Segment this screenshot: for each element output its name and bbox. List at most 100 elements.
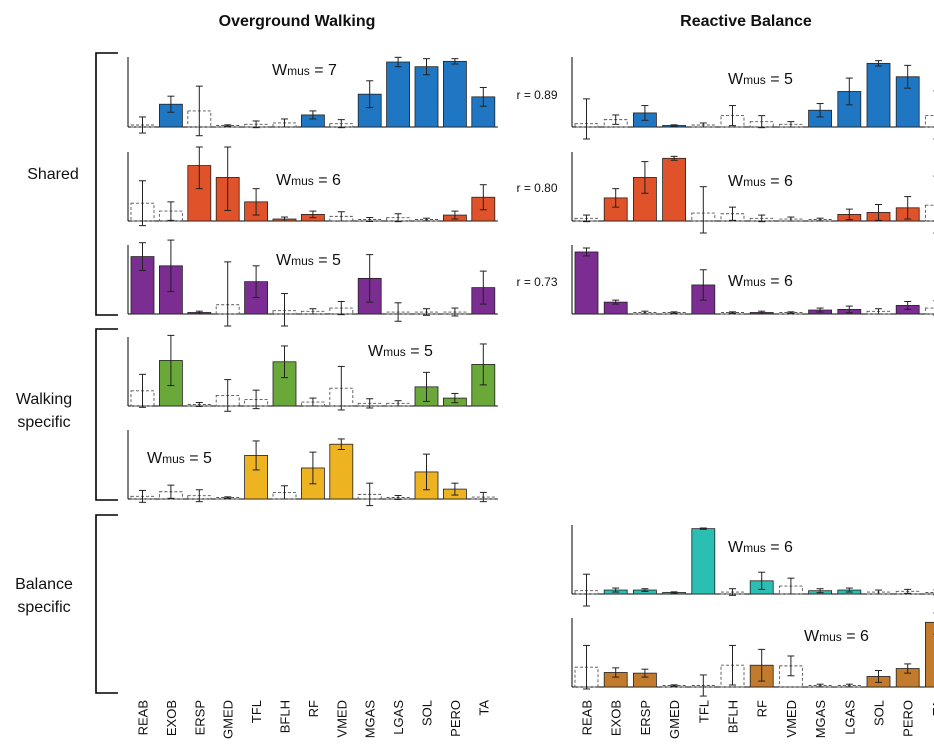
errorbar-mgas — [366, 254, 374, 303]
bar-pero — [442, 60, 467, 128]
errorbar-bflh — [729, 588, 736, 596]
errorbar-reab — [139, 373, 146, 408]
correlation-label-2: r = 0.80 — [516, 181, 557, 195]
errorbar-lgas — [845, 305, 853, 314]
errorbar-pero — [904, 64, 912, 89]
errorbar-pero — [451, 210, 459, 220]
errorbar-vmed — [337, 438, 345, 450]
errorbar-vmed — [337, 300, 345, 316]
errorbar-ta — [479, 184, 487, 211]
tick-label-b-ta: TA — [930, 700, 934, 716]
tick-label-b-vmed: VMED — [784, 700, 799, 738]
errorbar-ta — [479, 270, 487, 305]
errorbar-bflh — [729, 206, 736, 221]
bar-ta — [924, 115, 934, 128]
errorbar-tfl — [699, 674, 707, 697]
bar-sol — [866, 62, 891, 128]
errorbar-rf — [758, 214, 766, 223]
errorbar-tfl — [252, 188, 260, 216]
bar-lgas — [386, 61, 411, 128]
panel-w_yellow — [127, 430, 498, 507]
errorbar-pero — [904, 663, 912, 674]
bar-ta — [924, 307, 934, 315]
weight-label-w_purple: Wmus = 5 — [276, 252, 341, 269]
tick-label-b-sol: SOL — [872, 700, 887, 726]
errorbar-exob — [612, 299, 620, 305]
errorbar-exob — [612, 188, 620, 208]
errorbar-pero — [451, 58, 459, 65]
tick-label-w-tfl: TFL — [249, 700, 264, 723]
weight-label-w_red: Wmus = 6 — [276, 172, 341, 189]
errorbar-vmed — [787, 311, 795, 314]
errorbar-bflh — [729, 105, 736, 127]
errorbar-tfl — [699, 269, 707, 301]
errorbar-ersp — [195, 85, 203, 137]
errorbar-bflh — [281, 345, 288, 379]
tick-label-w-pero: PERO — [448, 700, 463, 737]
errorbar-reab — [139, 489, 146, 503]
errorbar-sol — [423, 217, 430, 222]
errorbar-vmed — [787, 577, 795, 595]
tick-label-w-rf: RF — [306, 700, 321, 717]
tick-label-w-mgas: MGAS — [363, 700, 378, 739]
errorbar-lgas — [845, 208, 853, 221]
tick-label-w-exob: EXOB — [164, 700, 179, 736]
errorbar-ersp — [641, 668, 649, 678]
errorbar-tfl — [699, 186, 707, 234]
errorbar-gmed — [224, 261, 232, 327]
errorbar-mgas — [816, 307, 824, 313]
errorbar-exob — [167, 334, 175, 387]
bar-panels — [127, 56, 934, 697]
panel-b_teal — [571, 525, 934, 607]
errorbar-reab — [139, 242, 146, 271]
weight-label-w_blue: Wmus = 7 — [272, 62, 337, 79]
tick-label-b-lgas: LGAS — [842, 700, 857, 735]
errorbar-vmed — [787, 216, 795, 222]
errorbar-lgas — [394, 213, 402, 223]
weight-label-b_brown: Wmus = 6 — [804, 628, 869, 645]
errorbar-gmed — [670, 591, 678, 594]
shared-bracket — [95, 52, 118, 316]
bar-reab — [574, 251, 599, 315]
errorbar-pero — [451, 482, 459, 496]
errorbar-ersp — [641, 105, 649, 121]
panel-w_red — [127, 146, 498, 227]
errorbar-mgas — [816, 683, 824, 688]
bar-sol — [414, 66, 439, 128]
errorbar-exob — [612, 114, 620, 125]
tick-label-w-sol: SOL — [420, 700, 435, 726]
errorbar-lgas — [394, 400, 402, 407]
shared-group-label: Shared — [27, 166, 79, 183]
errorbar-sol — [423, 58, 430, 76]
errorbar-rf — [309, 451, 317, 485]
errorbar-sol — [423, 453, 430, 491]
errorbar-pero — [904, 588, 912, 594]
errorbar-gmed — [224, 379, 232, 412]
errorbar-vmed — [337, 119, 345, 129]
tick-label-b-bflh: BFLH — [726, 700, 741, 733]
errorbar-reab — [583, 573, 590, 607]
errorbar-pero — [904, 300, 912, 310]
weight-label-b_purple: Wmus = 6 — [728, 273, 793, 290]
errorbar-gmed — [670, 684, 678, 687]
errorbar-bflh — [281, 485, 288, 500]
errorbar-tfl — [252, 265, 260, 298]
panel-b_purple — [571, 245, 934, 316]
errorbar-gmed — [224, 124, 232, 127]
errorbar-mgas — [816, 103, 824, 118]
tick-label-w-reab: REAB — [136, 700, 151, 735]
balance-column-title: Reactive Balance — [680, 13, 812, 30]
walking-column-title: Overground Walking — [219, 13, 376, 30]
errorbar-pero — [451, 392, 459, 404]
weight-label-w_yellow: Wmus = 5 — [147, 450, 212, 467]
bar-ta — [924, 204, 934, 222]
errorbar-vmed — [337, 365, 345, 411]
errorbar-mgas — [816, 588, 824, 594]
errorbar-reab — [583, 644, 590, 690]
errorbar-exob — [612, 587, 620, 593]
panel-w_green — [127, 334, 498, 412]
panel-w_purple — [127, 239, 498, 327]
errorbar-rf — [758, 115, 766, 129]
errorbar-ersp — [195, 310, 203, 315]
errorbar-exob — [167, 484, 175, 499]
